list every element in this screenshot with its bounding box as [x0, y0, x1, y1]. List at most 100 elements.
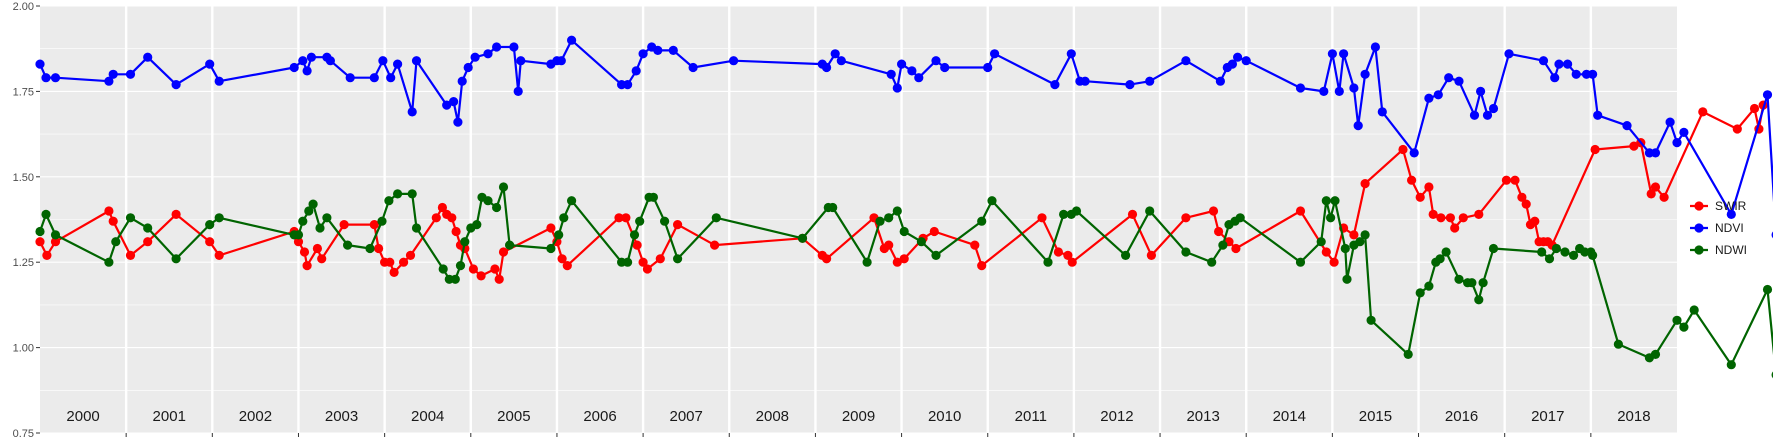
year-label: 2014: [1273, 408, 1306, 425]
data-point-swir: [1416, 193, 1425, 202]
data-point-ndvi: [514, 87, 523, 96]
data-point-ndvi: [729, 56, 738, 65]
data-point-ndwi: [499, 182, 508, 191]
data-point-swir: [495, 275, 504, 284]
data-point-ndvi: [143, 53, 152, 62]
data-point-ndvi: [914, 73, 923, 82]
data-point-ndwi: [1342, 275, 1351, 284]
data-point-ndwi: [712, 213, 721, 222]
data-point-ndwi: [673, 254, 682, 263]
data-point-swir: [490, 264, 499, 273]
data-point-ndvi: [907, 66, 916, 75]
data-point-swir: [477, 271, 486, 280]
data-point-swir: [205, 237, 214, 246]
data-point-swir: [1398, 145, 1407, 154]
data-point-ndwi: [828, 203, 837, 212]
data-point-ndvi: [1424, 94, 1433, 103]
data-point-swir: [1733, 124, 1742, 133]
data-point-ndvi: [940, 63, 949, 72]
data-point-ndvi: [897, 60, 906, 69]
data-point-ndvi: [215, 77, 224, 86]
data-point-ndvi: [1125, 80, 1134, 89]
data-point-ndvi: [1470, 111, 1479, 120]
data-point-swir: [621, 213, 630, 222]
data-point-ndwi: [863, 258, 872, 267]
data-point-ndwi: [393, 189, 402, 198]
data-point-ndvi: [822, 63, 831, 72]
data-point-ndwi: [1072, 206, 1081, 215]
data-point-ndwi: [893, 206, 902, 215]
data-point-ndwi: [215, 213, 224, 222]
data-point-swir: [1591, 145, 1600, 154]
data-point-ndwi: [977, 217, 986, 226]
data-point-ndwi: [1545, 254, 1554, 263]
data-point-swir: [977, 261, 986, 270]
data-point-ndvi: [1763, 90, 1772, 99]
data-point-ndvi: [386, 73, 395, 82]
data-point-ndwi: [1367, 316, 1376, 325]
y-tick-label: 1.75: [13, 86, 34, 98]
data-point-ndwi: [205, 220, 214, 229]
data-point-ndvi: [557, 56, 566, 65]
data-point-swir: [35, 237, 44, 246]
data-point-swir: [469, 264, 478, 273]
data-point-ndwi: [660, 217, 669, 226]
year-label: 2018: [1617, 408, 1650, 425]
data-point-swir: [1181, 213, 1190, 222]
year-label: 2000: [66, 408, 99, 425]
data-point-swir: [452, 227, 461, 236]
year-label: 2008: [756, 408, 789, 425]
data-point-ndvi: [1476, 87, 1485, 96]
data-point-ndvi: [126, 70, 135, 79]
data-point-swir: [1209, 206, 1218, 215]
data-point-ndwi: [126, 213, 135, 222]
data-point-ndvi: [639, 49, 648, 58]
data-point-swir: [447, 213, 456, 222]
data-point-swir: [1128, 210, 1137, 219]
data-point-ndvi: [326, 56, 335, 65]
y-tick-label: 2.00: [13, 1, 34, 13]
data-point-ndvi: [983, 63, 992, 72]
data-point-ndwi: [1679, 323, 1688, 332]
data-point-ndvi: [1572, 70, 1581, 79]
data-point-swir: [1450, 223, 1459, 232]
data-point-ndvi: [1242, 56, 1251, 65]
data-point-ndwi: [1552, 244, 1561, 253]
data-point-ndwi: [1218, 241, 1227, 250]
data-point-ndvi: [35, 60, 44, 69]
data-point-ndwi: [1207, 258, 1216, 267]
data-point-swir: [673, 220, 682, 229]
data-point-ndwi: [798, 234, 807, 243]
data-point-swir: [1522, 200, 1531, 209]
year-label: 2010: [928, 408, 961, 425]
data-point-ndvi: [205, 60, 214, 69]
data-point-ndvi: [623, 80, 632, 89]
data-point-ndvi: [1349, 83, 1358, 92]
data-point-ndwi: [1651, 350, 1660, 359]
data-point-ndwi: [35, 227, 44, 236]
data-point-ndvi: [893, 83, 902, 92]
data-point-ndwi: [1043, 258, 1052, 267]
data-point-ndwi: [51, 230, 60, 239]
data-point-ndwi: [1560, 247, 1569, 256]
data-point-ndwi: [900, 227, 909, 236]
data-point-ndvi: [408, 107, 417, 116]
data-point-swir: [563, 261, 572, 270]
data-point-ndvi: [41, 73, 50, 82]
data-point-swir: [930, 227, 939, 236]
data-point-swir: [1231, 244, 1240, 253]
data-point-ndvi: [887, 70, 896, 79]
legend-label-swir: SWIR: [1715, 199, 1747, 213]
data-point-ndwi: [505, 241, 514, 250]
data-point-swir: [656, 254, 665, 263]
year-label: 2012: [1100, 408, 1133, 425]
data-point-ndwi: [1614, 340, 1623, 349]
year-label: 2015: [1359, 408, 1392, 425]
data-point-ndvi: [1679, 128, 1688, 137]
data-point-swir: [432, 213, 441, 222]
data-point-ndwi: [412, 223, 421, 232]
data-point-swir: [1330, 258, 1339, 267]
data-point-ndwi: [623, 258, 632, 267]
data-point-ndwi: [554, 230, 563, 239]
